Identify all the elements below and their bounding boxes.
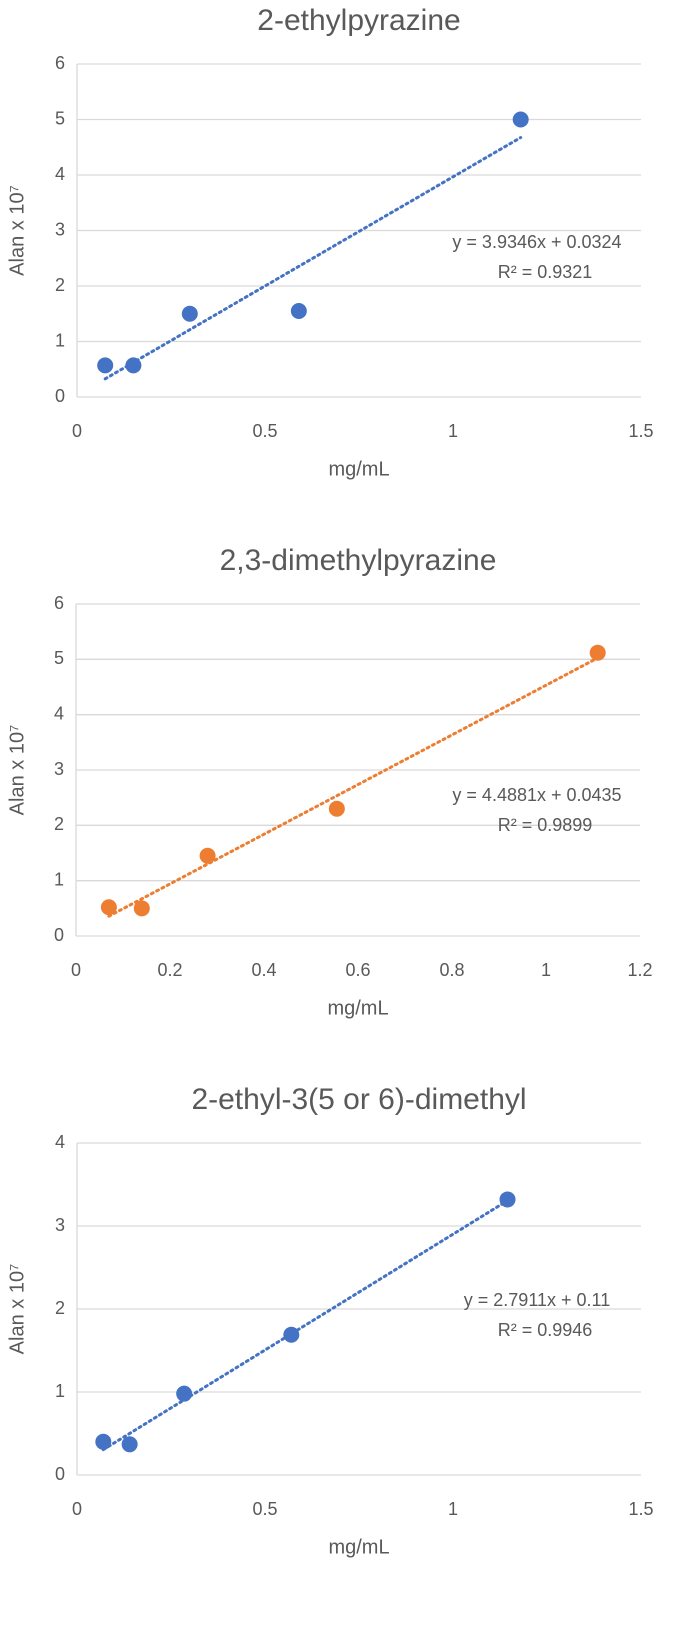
x-tick-label: 0: [72, 1499, 82, 1519]
data-point: [176, 1385, 193, 1402]
y-tick-label: 3: [55, 1215, 65, 1235]
x-tick-label: 0.4: [251, 960, 276, 980]
y-tick-label: 0: [55, 1464, 65, 1484]
x-tick-label: 0.5: [252, 1499, 277, 1519]
x-tick-label: 1.5: [628, 1499, 653, 1519]
data-point: [499, 1191, 516, 1208]
chart-title: 2,3-dimethylpyrazine: [220, 544, 497, 577]
x-tick-label: 1: [541, 960, 551, 980]
x-tick-label: 0.2: [157, 960, 182, 980]
y-axis-title: Alan x 10⁷: [6, 1264, 28, 1355]
data-point: [283, 1326, 300, 1343]
y-tick-label: 4: [54, 703, 64, 723]
chart-title: 2-ethyl-3(5 or 6)-dimethyl: [191, 1083, 526, 1116]
data-point: [290, 302, 307, 319]
y-tick-label: 1: [55, 330, 65, 350]
trendline-r2: R² = 0.9899: [498, 815, 593, 835]
x-axis-title: mg/mL: [327, 997, 388, 1019]
data-point: [133, 900, 150, 917]
x-tick-label: 1.5: [628, 421, 653, 441]
data-point: [97, 357, 114, 374]
data-point: [95, 1433, 112, 1450]
y-tick-label: 4: [55, 164, 65, 184]
x-tick-label: 1: [448, 421, 458, 441]
y-tick-label: 3: [54, 759, 64, 779]
y-tick-label: 6: [55, 53, 65, 73]
y-tick-label: 0: [55, 386, 65, 406]
y-tick-label: 2: [54, 814, 64, 834]
y-tick-label: 0: [54, 925, 64, 945]
y-tick-label: 5: [55, 108, 65, 128]
data-point: [125, 357, 142, 374]
trendline: [103, 136, 523, 381]
y-axis-title: Alan x 10⁷: [6, 185, 28, 276]
trendline-equation: y = 4.4881x + 0.0435: [452, 785, 621, 805]
y-tick-label: 4: [55, 1132, 65, 1152]
trendline-equation: y = 2.7911x + 0.11: [464, 1290, 610, 1310]
data-point: [100, 899, 117, 916]
y-tick-label: 5: [54, 648, 64, 668]
x-tick-label: 0.6: [345, 960, 370, 980]
y-axis-title: Alan x 10⁷: [6, 725, 28, 816]
x-tick-label: 1.2: [627, 960, 652, 980]
y-tick-label: 2: [55, 275, 65, 295]
data-point: [121, 1436, 138, 1453]
x-axis-title: mg/mL: [328, 1536, 389, 1558]
y-tick-label: 6: [54, 593, 64, 613]
y-tick-label: 3: [55, 219, 65, 239]
trendline: [101, 1199, 510, 1452]
trendline: [107, 656, 600, 918]
data-point: [589, 644, 606, 661]
x-tick-label: 1: [448, 1499, 458, 1519]
x-tick-label: 0: [72, 421, 82, 441]
y-tick-label: 1: [55, 1381, 65, 1401]
x-tick-label: 0: [71, 960, 81, 980]
data-point: [181, 305, 198, 322]
trendline-equation: y = 3.9346x + 0.0324: [452, 232, 621, 252]
y-tick-label: 1: [54, 869, 64, 889]
chart-title: 2-ethylpyrazine: [257, 4, 460, 37]
y-tick-label: 2: [55, 1298, 65, 1318]
x-axis-title: mg/mL: [328, 458, 389, 480]
data-point: [328, 800, 345, 817]
x-tick-label: 0.8: [439, 960, 464, 980]
data-point: [199, 847, 216, 864]
trendline-r2: R² = 0.9946: [498, 1320, 593, 1340]
data-point: [512, 111, 529, 128]
x-tick-label: 0.5: [252, 421, 277, 441]
trendline-r2: R² = 0.9321: [498, 262, 593, 282]
